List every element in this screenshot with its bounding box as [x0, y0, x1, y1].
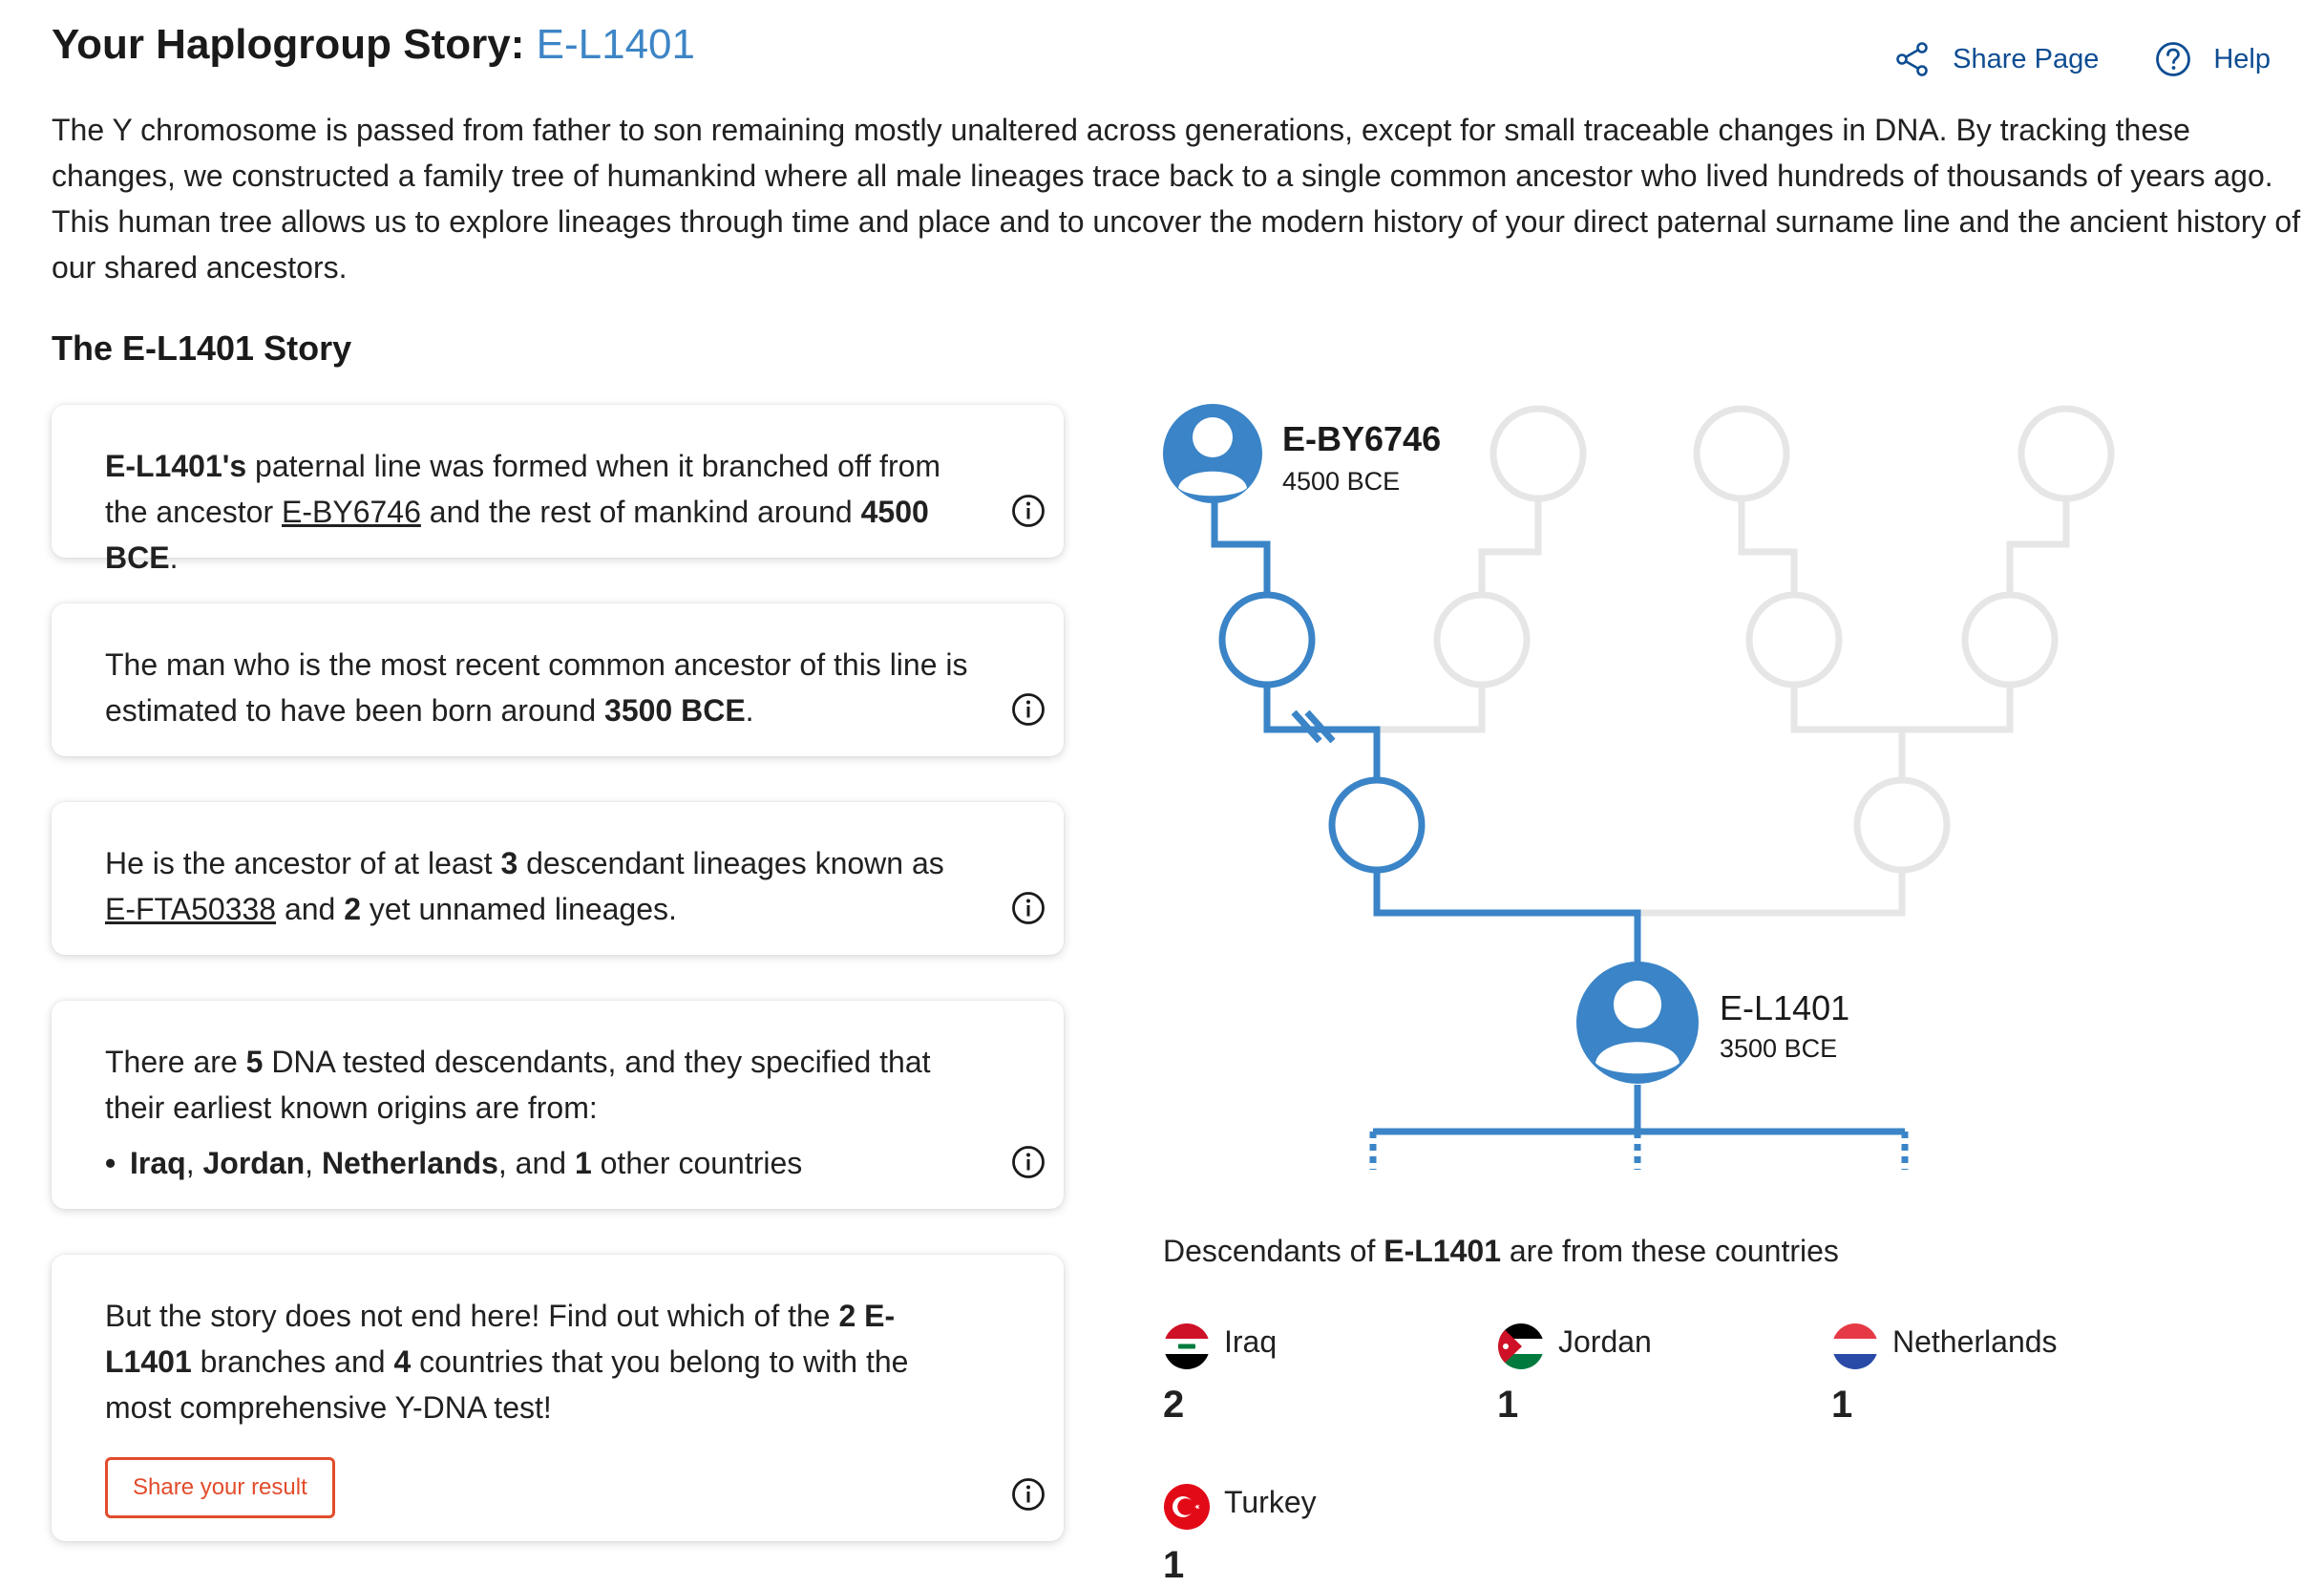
info-icon[interactable]: [1010, 1144, 1046, 1180]
time-gap-mark: [1291, 709, 1322, 744]
time-gap-mark: [1304, 709, 1336, 744]
tree-connector: [1637, 872, 1906, 917]
share-result-button[interactable]: Share your result: [105, 1457, 335, 1518]
help-icon: [2156, 42, 2191, 76]
current-node-date: 3500 BCE: [1720, 1034, 1837, 1063]
tree-connector: [1377, 688, 1486, 733]
country-count: 1: [1163, 1544, 1185, 1586]
jordan-flag-icon: [1498, 1323, 1544, 1369]
country-name: Netherlands: [1892, 1324, 2058, 1359]
tree-connector: [1738, 498, 1798, 594]
story-card-mrca: The man who is the most recent common an…: [52, 603, 1064, 756]
country-name: Jordan: [1558, 1324, 1652, 1359]
ancestor-avatar: [1163, 404, 1262, 503]
info-icon[interactable]: [1010, 493, 1046, 529]
tree-node-active: [1328, 776, 1426, 874]
top-actions: Share Page Help: [1893, 40, 2271, 78]
ancestor-link[interactable]: E-BY6746: [282, 495, 421, 529]
info-icon[interactable]: [1010, 691, 1046, 728]
tree-node: [1433, 591, 1531, 688]
country-count: 1: [1497, 1384, 1519, 1426]
tree-node-active: [1218, 591, 1316, 688]
tree-node: [1693, 405, 1790, 502]
countries-bullet: • Iraq, Jordan, Netherlands, and 1 other …: [105, 1146, 803, 1180]
country-name: Iraq: [1224, 1324, 1278, 1359]
story-card-cta: But the story does not end here! Find ou…: [52, 1255, 1064, 1541]
ancestor-node-date: 4500 BCE: [1282, 467, 1400, 496]
tree-connector: [1478, 498, 1542, 594]
intro-paragraph: The Y chromosome is passed from father t…: [52, 113, 2301, 285]
card-text: There are 5 DNA tested descendants, and …: [105, 1045, 931, 1125]
story-card-branch: E-L1401's paternal line was formed when …: [52, 405, 1064, 575]
share-icon: [1896, 42, 1928, 76]
title-prefix: Your Haplogroup Story:: [52, 21, 537, 68]
card-text: E-L1401's paternal line was formed when …: [105, 449, 941, 575]
current-node-name: E-L1401: [1720, 988, 1849, 1027]
story-card-descendants: There are 5 DNA tested descendants, and …: [52, 1001, 1064, 1209]
share-page-button[interactable]: Share Page: [1893, 40, 2099, 78]
tree-node: [1853, 776, 1951, 874]
help-button[interactable]: Help: [2154, 40, 2271, 78]
lineage-link[interactable]: E-FTA50338: [105, 892, 277, 926]
page-title: Your Haplogroup Story: E-L1401: [52, 21, 695, 69]
country-name: Turkey: [1224, 1485, 1317, 1519]
country-count: 1: [1831, 1384, 1853, 1426]
card-text: But the story does not end here! Find ou…: [105, 1299, 909, 1425]
tree-connector: [2006, 498, 2070, 594]
tree-node: [1961, 591, 2059, 688]
info-icon[interactable]: [1010, 890, 1046, 926]
card-text: The man who is the most recent common an…: [105, 647, 968, 728]
section-title: The E-L1401 Story: [52, 328, 352, 368]
tree-connector: [1790, 688, 2014, 733]
title-haplogroup: E-L1401: [536, 21, 695, 68]
netherlands-flag-icon: [1832, 1323, 1878, 1369]
ancestor-node-name: E-BY6746: [1282, 419, 1441, 458]
haplogroup-tree: E-BY6746 4500 BCE E-L1401 3500 BCE: [1163, 404, 2115, 1170]
help-label: Help: [2213, 43, 2271, 74]
story-card-lineages: He is the ancestor of at least 3 descend…: [52, 802, 1064, 955]
info-icon[interactable]: [1010, 1476, 1046, 1513]
iraq-flag-icon: [1164, 1323, 1210, 1369]
tree-connector-active: [1373, 872, 1641, 964]
turkey-flag-icon: [1164, 1484, 1210, 1530]
country-count: 2: [1163, 1384, 1185, 1426]
tree-node: [1489, 405, 1587, 502]
tree-node: [1745, 591, 1843, 688]
descendants-heading: Descendants of E-L1401 are from these co…: [1163, 1234, 1839, 1268]
tree-node: [2018, 405, 2115, 502]
tree-connector-active: [1211, 498, 1271, 594]
current-haplogroup-avatar: [1576, 962, 1699, 1084]
card-text: He is the ancestor of at least 3 descend…: [105, 846, 944, 926]
share-page-label: Share Page: [1953, 43, 2100, 74]
